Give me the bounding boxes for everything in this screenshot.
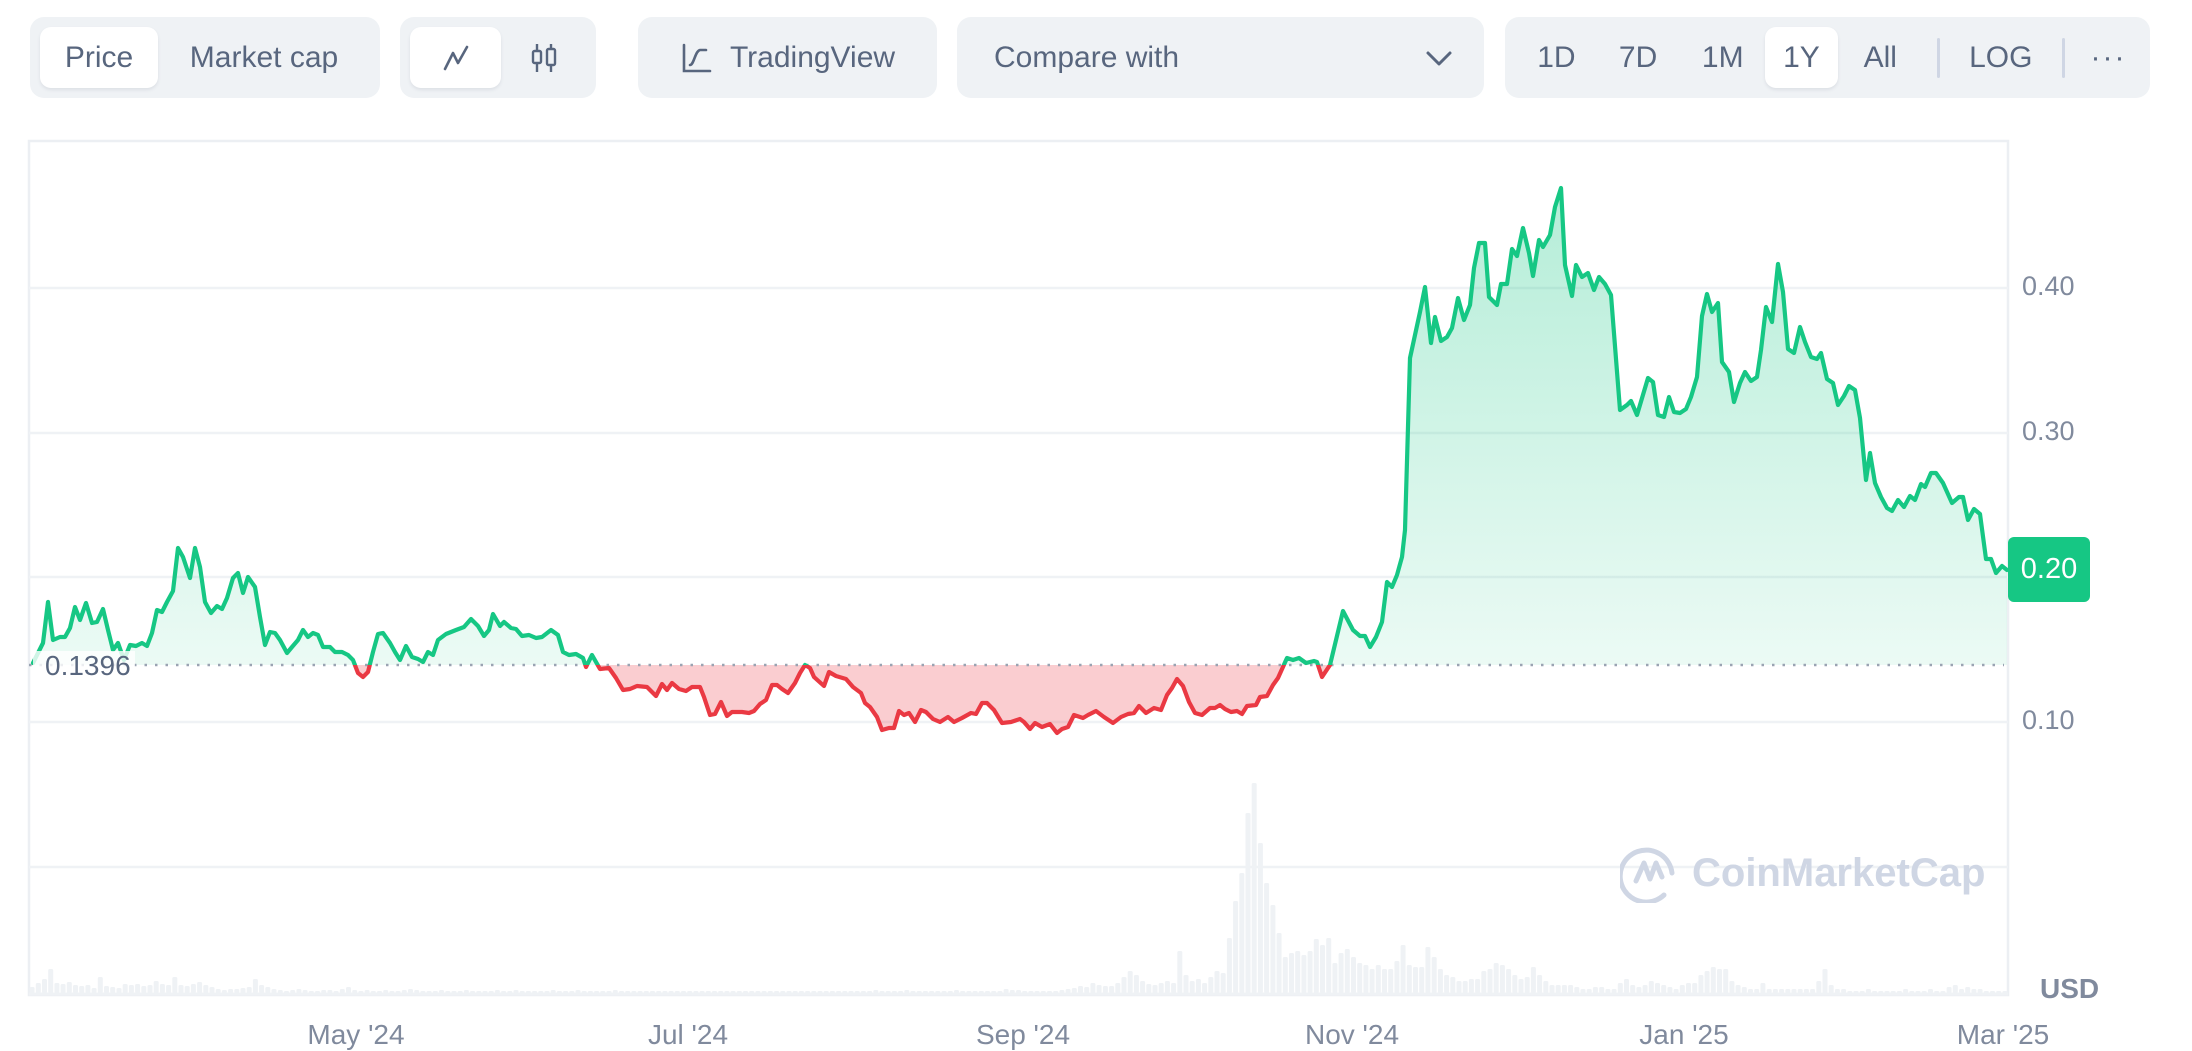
tradingview-button[interactable]: TradingView: [638, 17, 937, 98]
x-tick-sep24: Sep '24: [975, 1019, 1071, 1050]
view-toggle-group: Price Market cap: [30, 17, 380, 98]
tab-market-cap[interactable]: Market cap: [189, 40, 339, 74]
watermark-text: CoinMarketCap: [1692, 850, 1986, 895]
separator: [2062, 37, 2065, 78]
tradingview-icon: [682, 43, 712, 72]
candlestick-chart-button[interactable]: [501, 27, 586, 88]
x-tick-nov24: Nov '24: [1304, 1019, 1400, 1050]
range-all[interactable]: All: [1863, 40, 1897, 74]
tab-price[interactable]: Price: [40, 27, 158, 88]
coinmarketcap-logo-icon: [1620, 847, 1675, 903]
range-1m[interactable]: 1M: [1701, 40, 1744, 74]
line-chart-button[interactable]: [410, 27, 501, 88]
x-tick-mar25: Mar '25: [1956, 1019, 2050, 1050]
candlestick-icon: [531, 43, 556, 72]
chart-type-group: [400, 17, 596, 98]
currency-label: USD: [2040, 973, 2100, 1004]
compare-dropdown[interactable]: Compare with: [957, 17, 1484, 98]
baseline-label: 0.1396: [33, 651, 135, 681]
volume-bars: [29, 783, 2008, 996]
log-toggle[interactable]: LOG: [1969, 40, 2033, 74]
separator: [1936, 37, 1940, 78]
x-tick-jul24: Jul '24: [647, 1019, 729, 1050]
chevron-down-icon: [1426, 51, 1452, 65]
range-1y[interactable]: 1Y: [1765, 27, 1838, 88]
price-area: [33, 188, 2007, 733]
x-tick-may24: May '24: [307, 1019, 405, 1050]
watermark: CoinMarketCap: [1620, 843, 1985, 903]
x-tick-jan25: Jan '25: [1639, 1019, 1729, 1050]
range-1d[interactable]: 1D: [1537, 40, 1576, 74]
current-price-tag: 0.20: [2008, 537, 2090, 602]
line-chart-icon: [443, 45, 468, 70]
range-7d[interactable]: 7D: [1618, 40, 1658, 74]
price-line: [30, 185, 2010, 736]
more-options-button[interactable]: ···: [2090, 40, 2127, 74]
range-selector: 1D 7D 1M 1Y All LOG ···: [1505, 17, 2150, 98]
compare-label: Compare with: [994, 40, 1180, 74]
y-tick-030: 0.30: [2022, 416, 2075, 446]
tradingview-label: TradingView: [729, 40, 896, 74]
y-tick-040: 0.40: [2022, 271, 2075, 301]
y-tick-010: 0.10: [2022, 705, 2075, 735]
